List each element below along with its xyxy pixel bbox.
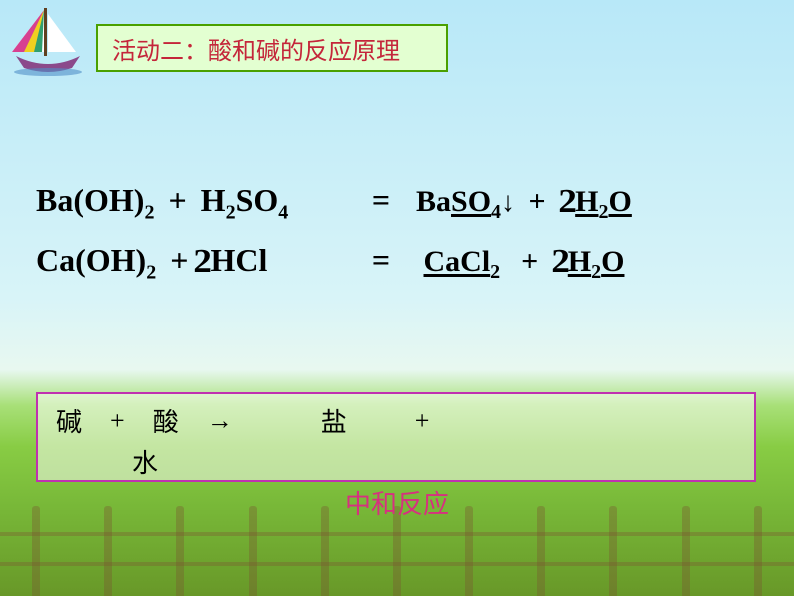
equation-row: Ba(OH)2 + H2SO4 = BaSO4↓ + 2H2O [36, 176, 774, 236]
plus-sign: + [162, 182, 192, 218]
activity-title: 活动二：酸和碱的反应原理 [112, 31, 400, 66]
sailboat-icon [6, 6, 90, 76]
plus-sign: + [415, 406, 430, 436]
product: O [601, 245, 624, 278]
product: Ba [416, 185, 451, 218]
equations-block: Ba(OH)2 + H2SO4 = BaSO4↓ + 2H2O Ca(OH)2 … [36, 176, 774, 297]
rule-acid: 酸 [153, 402, 179, 439]
rule-salt: 盐 [321, 402, 347, 439]
subscript: 4 [491, 201, 501, 223]
equals-sign: = [346, 236, 416, 284]
coefficient: 2 [194, 238, 212, 286]
subscript: 4 [278, 201, 288, 223]
subscript: 2 [144, 201, 154, 223]
reactant: SO [236, 182, 279, 218]
activity-title-box: 活动二：酸和碱的反应原理 [96, 24, 448, 72]
product: CaCl [424, 245, 491, 278]
rule-base: 碱 [56, 402, 82, 439]
coefficient: 2 [551, 238, 569, 286]
general-rule-box: 碱 + 酸 → 盐 + 水 [36, 392, 756, 482]
product: SO [451, 185, 491, 218]
subscript: 2 [226, 201, 236, 223]
equation-row: Ca(OH)2 +2HCl = CaCl2 + 2H2O [36, 236, 774, 296]
arrow-icon: → [207, 406, 233, 436]
reactant: Ca(OH) [36, 242, 146, 278]
rule-water: 水 [132, 449, 158, 478]
coefficient: 2 [558, 178, 576, 226]
reactant: Ba(OH) [36, 182, 144, 218]
precipitate-arrow: ↓ [501, 187, 515, 218]
reaction-type-label: 中和反应 [0, 484, 794, 521]
reactant: H [201, 182, 226, 218]
plus-sign: + [110, 406, 125, 436]
product: O [609, 185, 632, 218]
subscript: 2 [599, 201, 609, 223]
subscript: 2 [146, 262, 156, 284]
product: H [568, 245, 591, 278]
subscript: 2 [490, 261, 500, 283]
plus-sign: + [515, 245, 544, 278]
equals-sign: = [346, 176, 416, 224]
plus-sign: + [523, 185, 552, 218]
plus-sign: + [164, 242, 194, 278]
product: H [575, 185, 598, 218]
reactant: HCl [210, 242, 267, 278]
subscript: 2 [591, 261, 601, 283]
